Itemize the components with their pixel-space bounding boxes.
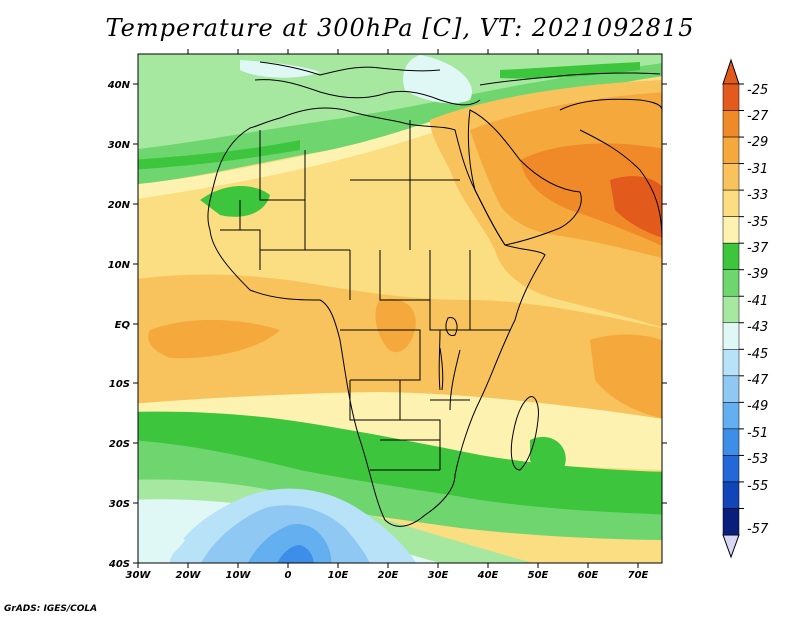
lon-tick-label: 0 [285,570,292,581]
colorbar-label: -41 [747,294,768,309]
colorbar-label: -33 [747,188,768,203]
colorbar-label: -27 [747,109,769,124]
colorbar-label: -51 [747,426,768,441]
colorbar-label: -31 [747,162,768,177]
lat-tick-label: 20S [109,439,130,450]
lon-tick-label: 40E [477,570,499,581]
lon-tick-label: 70E [628,570,649,581]
colorbar-label: -45 [747,347,768,362]
colorbar-label: -47 [747,373,769,388]
colorbar-swatch [722,242,740,270]
colorbar-swatch [722,295,740,324]
colorbar-label: -25 [747,83,768,98]
africa-coastline [207,107,546,527]
map-frame [137,53,663,564]
southern-green-band [138,411,662,520]
colorbar-label: -53 [747,452,768,467]
lat-tick-label: 30S [109,499,130,510]
colorbar-swatch [722,269,740,297]
lon-tick-label: 10E [328,570,349,581]
colorbar-label: -39 [747,267,768,282]
lat-tick-label: 10S [109,379,130,390]
colorbar-swatch [722,375,740,403]
colorbar-label: -49 [747,399,768,414]
lon-tick-label: 50E [528,570,549,581]
colorbar-label: -29 [747,135,768,150]
colorbar-label: -55 [747,479,768,494]
lon-tick-label: 60E [578,570,599,581]
colorbar-swatch [722,508,740,536]
colorbar-swatch [722,136,740,164]
colorbar-swatch [722,163,740,191]
lat-tick-label: 40S [108,559,130,570]
colorbar-bottom-arrow [722,534,740,559]
colorbar-swatch [722,428,740,456]
lon-tick-label: 20E [378,570,399,581]
colorbar-swatch [722,481,740,509]
colorbar-label: -37 [747,241,769,256]
lat-tick-label: 20N [108,200,131,211]
lat-tick-label: 30N [108,140,131,151]
coastlines [207,61,662,527]
lon-axis: 30W 20W 10W 0 10E 20E 30E 40E 50E 60E 70… [126,49,649,581]
lon-tick-label: 30W [126,570,152,581]
lon-tick-label: 30E [428,570,449,581]
lat-axis: 40N 30N 20N 10N EQ 10S 20S 30S 40S [107,80,667,570]
lat-tick-label: EQ [115,320,131,331]
colorbar-swatch [722,83,740,111]
colorbar-top-arrow [722,58,740,85]
colorbar: -25 -27 -29 -31 -33 -35 -37 -39 -41 -43 … [722,58,769,559]
footer-credit: GrADS: IGES/COLA [4,604,98,614]
colorbar-swatch [722,349,740,377]
lon-tick-label: 20W [176,570,202,581]
colorbar-swatch [722,322,740,350]
madagascar-coastline [510,396,539,471]
arabia-coastline [467,109,582,246]
colorbar-swatch [722,189,740,217]
lat-tick-label: 10N [108,260,131,271]
colorbar-label: -43 [747,320,768,335]
colorbar-label: -35 [747,215,768,230]
colorbar-swatch [722,216,740,244]
colorbar-swatch [722,455,740,483]
temperature-field [138,54,662,563]
colorbar-swatch [722,110,740,138]
lat-tick-label: 40N [107,80,131,91]
colorbar-label: -57 [747,522,769,537]
map-title: Temperature at 300hPa [C], VT: 202109281… [105,14,695,42]
lon-tick-label: 10W [226,570,252,581]
colorbar-swatch [722,402,740,430]
